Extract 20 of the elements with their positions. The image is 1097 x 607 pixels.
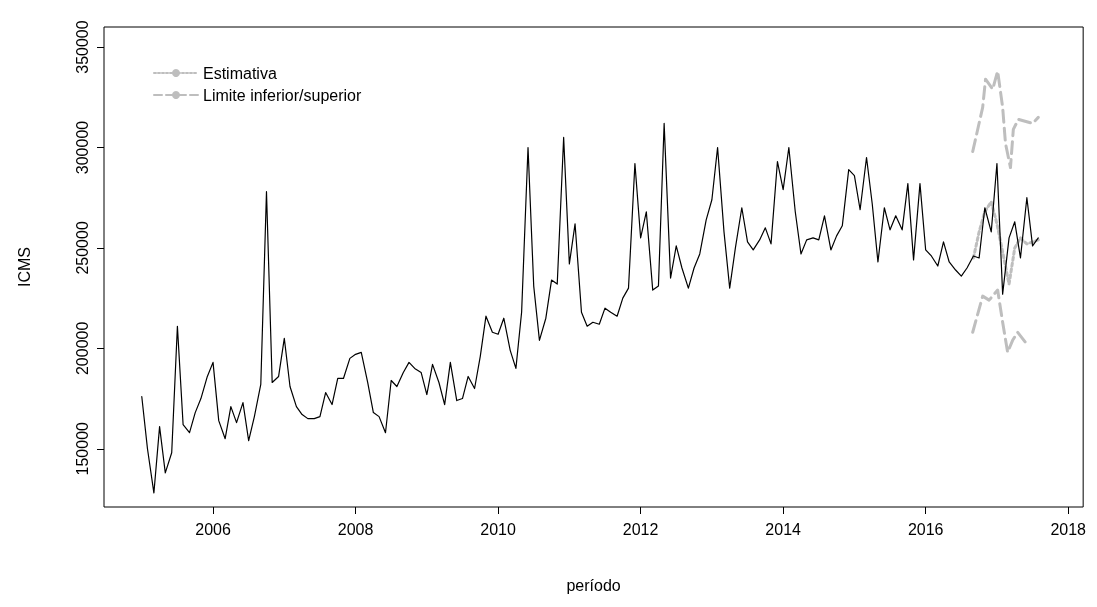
y-tick-label: 350000 bbox=[73, 20, 91, 74]
line-series bbox=[971, 200, 1040, 286]
x-tick-label: 2008 bbox=[337, 520, 374, 538]
y-tick-label: 150000 bbox=[73, 421, 91, 476]
y-axis-title: ICMS bbox=[15, 247, 33, 287]
y-tick-label: 200000 bbox=[73, 321, 91, 376]
legend-label: Limite inferior/superior bbox=[203, 86, 362, 104]
x-tick-label: 2016 bbox=[907, 520, 944, 538]
line-series bbox=[141, 122, 1039, 494]
x-tick-label: 2006 bbox=[195, 520, 231, 538]
y-tick-label: 300000 bbox=[73, 120, 91, 175]
x-axis-title: período bbox=[566, 576, 621, 594]
y-tick-label: 250000 bbox=[73, 221, 91, 275]
x-tick-label: 2014 bbox=[765, 520, 802, 538]
line-series bbox=[971, 288, 1027, 354]
legend-label: Estimativa bbox=[203, 64, 277, 82]
x-tick-label: 2012 bbox=[622, 520, 659, 538]
line-series bbox=[971, 69, 1040, 170]
x-tick-label: 2018 bbox=[1050, 520, 1087, 538]
x-tick-label: 2010 bbox=[480, 520, 516, 538]
